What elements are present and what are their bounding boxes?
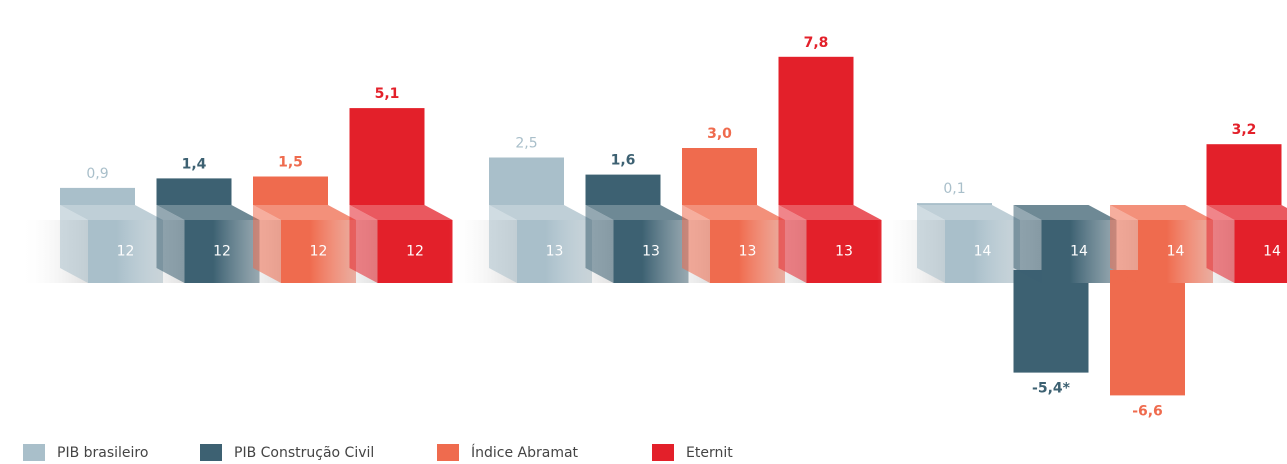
category-label: 14 <box>1263 244 1281 260</box>
block-top <box>1206 205 1287 220</box>
block-top <box>156 205 260 220</box>
bar <box>489 157 564 205</box>
legend-label: Índice Abramat <box>471 444 579 461</box>
block-side <box>585 205 614 283</box>
legend-label: PIB Construção Civil <box>234 445 374 461</box>
bar <box>156 178 232 205</box>
value-label: -6,6 <box>1132 403 1163 419</box>
block-top <box>917 205 1020 220</box>
bar <box>1206 144 1282 205</box>
block-top <box>489 205 592 220</box>
value-label: 1,4 <box>182 156 207 172</box>
block-front <box>806 220 882 283</box>
block-side <box>682 205 710 283</box>
block-side <box>1206 205 1235 283</box>
block-top <box>1110 205 1213 220</box>
block-side <box>1110 205 1138 283</box>
bar <box>60 187 135 205</box>
block-top <box>349 205 453 220</box>
block-top <box>253 205 356 220</box>
bar <box>349 108 425 205</box>
legend-swatch <box>23 444 45 461</box>
legend-label: PIB brasileiro <box>57 445 148 461</box>
value-label: 3,0 <box>707 126 732 142</box>
value-label: -5,4* <box>1032 381 1071 397</box>
value-label: 0,1 <box>943 181 965 197</box>
legend-swatch <box>200 444 222 461</box>
legend-swatch <box>652 444 674 461</box>
legend-label: Eternit <box>686 445 733 461</box>
block-top <box>585 205 689 220</box>
value-label: 0,9 <box>86 166 108 182</box>
bar <box>682 148 757 205</box>
value-label: 7,8 <box>804 35 829 51</box>
value-label: 3,2 <box>1232 122 1257 138</box>
value-label: 1,5 <box>278 155 303 171</box>
block-front <box>1234 220 1287 283</box>
block-side <box>1013 205 1042 283</box>
block-side <box>60 205 88 283</box>
block-side <box>778 205 807 283</box>
category-label: 13 <box>835 244 853 260</box>
block-side <box>253 205 281 283</box>
block-side <box>489 205 517 283</box>
block-side <box>156 205 185 283</box>
value-label: 5,1 <box>375 86 400 102</box>
legend-swatch <box>437 444 459 461</box>
block-top <box>60 205 163 220</box>
bar <box>1013 270 1089 373</box>
bar <box>253 176 328 205</box>
block-top <box>682 205 785 220</box>
value-label: 2,5 <box>515 136 537 152</box>
bar <box>585 174 661 205</box>
block-top <box>778 205 882 220</box>
bar <box>778 56 854 205</box>
block-side <box>349 205 378 283</box>
block-side <box>917 205 945 283</box>
value-label: 1,6 <box>611 153 636 169</box>
bar <box>1110 270 1185 396</box>
block-top <box>1013 205 1117 220</box>
bar <box>917 203 992 205</box>
category-label: 12 <box>406 244 424 260</box>
block-front <box>377 220 453 283</box>
